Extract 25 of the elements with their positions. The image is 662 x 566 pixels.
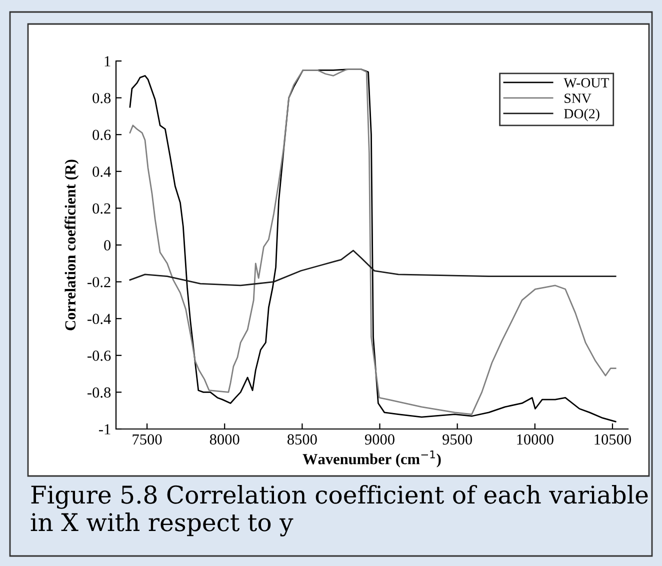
legend-label: SNV <box>564 94 592 104</box>
x-tick-label: 9000 <box>364 434 394 445</box>
y-tick-label: 0.8 <box>92 92 111 104</box>
x-tick-label: 8000 <box>210 434 240 445</box>
x-tick-label: 10000 <box>517 434 554 445</box>
x-axis-title: Wavenumber (cm$^{−1}$) <box>302 450 441 468</box>
y-tick-label: -0.2 <box>88 276 110 288</box>
y-tick-label: 0 <box>104 240 111 250</box>
y-tick-label: -0.6 <box>88 350 111 361</box>
y-tick-label: 1 <box>104 56 110 66</box>
y-tick-label: -0.8 <box>88 387 111 398</box>
x-tick-label: 10500 <box>594 434 631 445</box>
y-axis-title: Correlation coefficient (R) <box>64 160 79 330</box>
x-tick-label: 7500 <box>132 434 162 445</box>
y-tick-label: -1 <box>98 424 110 434</box>
line-series <box>129 250 616 286</box>
y-tick-label: 0.4 <box>92 166 111 177</box>
y-tick-label: 0.6 <box>92 130 111 140</box>
x-tick-label: 9500 <box>442 434 472 445</box>
y-tick-label: -0.4 <box>88 314 111 324</box>
y-tick-label: 0.2 <box>92 203 110 214</box>
x-tick-label: 8500 <box>287 434 317 445</box>
legend-label: DO(2) <box>564 108 600 122</box>
legend-label: W-OUT <box>564 78 609 88</box>
caption: Figure 5.8 Correlation coefficient of each variable in X with respect to y <box>30 485 648 536</box>
